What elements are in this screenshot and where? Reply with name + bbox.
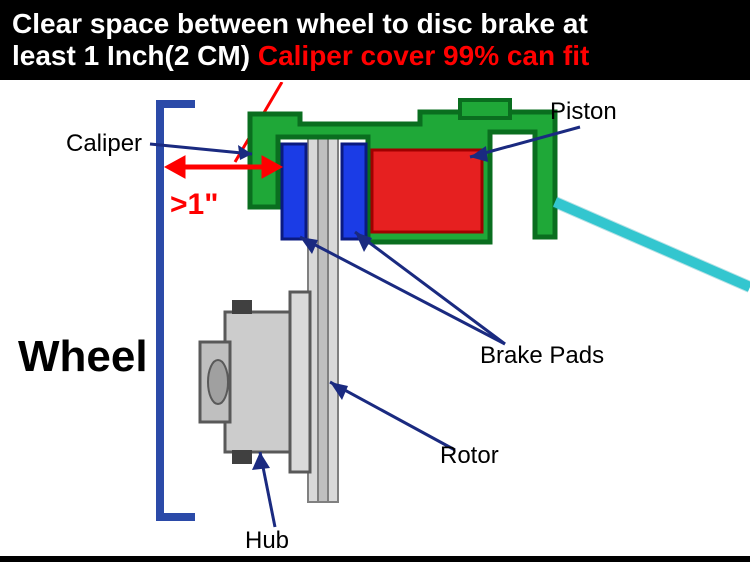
header-text-line1: Clear space between wheel to disc brake … [12,8,738,40]
rotor-label: Rotor [440,442,499,470]
caliper-label: Caliper [66,130,142,158]
clearance-label: >1" [170,188,218,222]
header-text-line2-red: Caliper cover 99% can fit [258,40,589,71]
brake-pads-label: Brake Pads [480,342,604,370]
header-banner: Clear space between wheel to disc brake … [0,0,750,80]
diagram-area: Caliper Piston Wheel Brake Pads Rotor Hu… [0,80,750,556]
piston-label: Piston [550,98,617,126]
hub-shape [200,292,310,472]
clearance-arrow [165,156,282,178]
rotor-shape [308,132,338,502]
wheel-label: Wheel [18,332,148,382]
header-text-line2-white: least 1 Inch(2 CM) [12,40,258,71]
hub-label: Hub [245,527,289,555]
piston-shape [372,150,482,232]
